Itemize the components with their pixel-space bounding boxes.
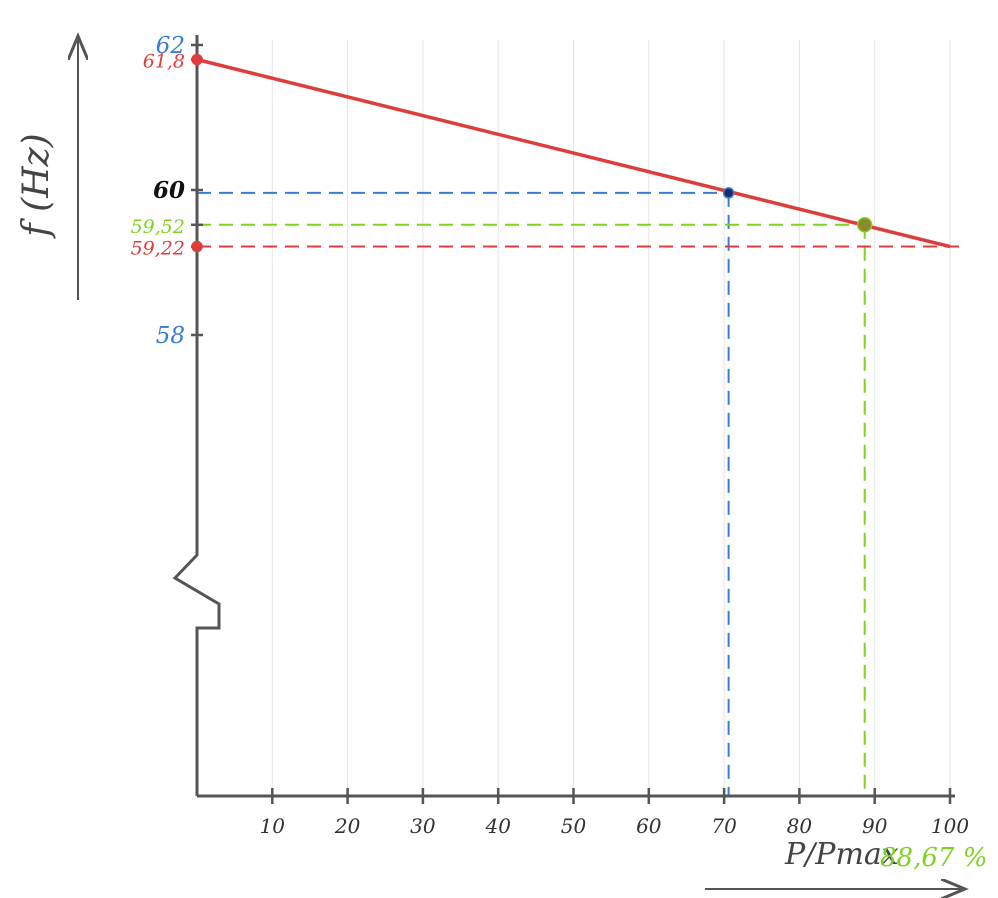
y-tick-label-2: 60 (153, 177, 185, 204)
y-tick-label-5: 58 (156, 323, 185, 349)
x-tick-label-90: 90 (862, 814, 888, 838)
result-annotation: 88,67 % (880, 843, 987, 873)
grid (271, 40, 951, 796)
data-point-1 (856, 217, 873, 233)
x-tick-label-70: 70 (711, 814, 737, 838)
markers (191, 53, 873, 253)
y-axis-label: f (Hz) (16, 133, 57, 239)
x-tick-label-80: 80 (787, 814, 813, 838)
y-tick-label-0: 62 (156, 33, 185, 59)
x-tick-label-60: 60 (636, 814, 662, 838)
data-point-0 (722, 187, 735, 199)
data-point-3 (191, 240, 203, 253)
y-axis-line (172, 35, 221, 796)
x-tick-label-100: 100 (931, 814, 969, 838)
series (196, 57, 951, 249)
y-tick-label-4: 59,22 (131, 238, 185, 260)
data-point-2 (191, 53, 203, 66)
y-tick-label-3: 59,52 (131, 216, 185, 238)
x-tick-label-10: 10 (260, 814, 286, 838)
y-tick-label-1: 61,8 (143, 51, 185, 73)
guide-lines (197, 191, 962, 796)
x-tick-label-50: 50 (561, 814, 587, 838)
x-tick-label-30: 30 (410, 814, 436, 838)
x-tick-label-40: 40 (484, 814, 511, 838)
x-axis-label: P/Pmax (784, 837, 899, 872)
series-line-0 (196, 57, 951, 249)
x-tick-label-20: 20 (334, 814, 361, 838)
axes: 10 20 30 40 50 60 70 80 90 100 (78, 35, 969, 889)
